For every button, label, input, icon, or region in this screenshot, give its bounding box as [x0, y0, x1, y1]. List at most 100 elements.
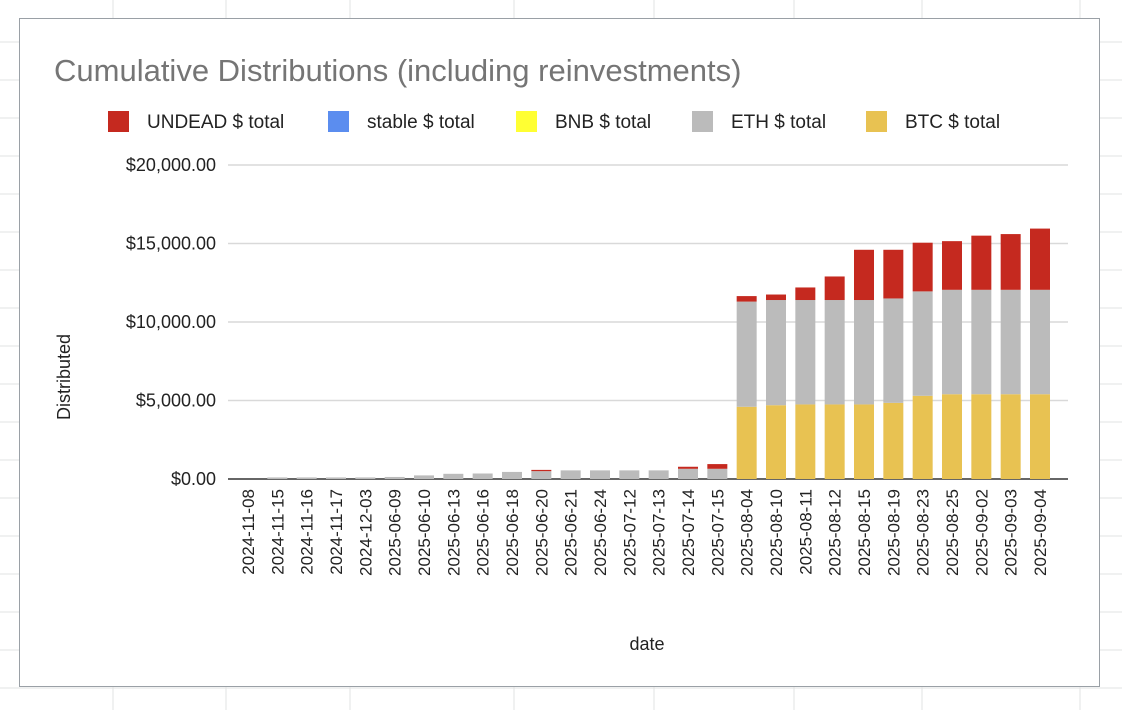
bar-stack-2025-06-13	[443, 473, 464, 479]
bar-btc-total-2025-08-23	[912, 395, 933, 479]
bar-eth-total-2024-11-17	[326, 477, 346, 479]
bar-eth-total-2025-06-21	[560, 470, 581, 479]
bar-eth-total-2025-08-10	[766, 300, 786, 406]
bar-stack-2025-08-11	[795, 287, 816, 479]
legend-item-btc-total[interactable]: BTC $ total	[866, 111, 1000, 133]
x-tick-label: 2025-08-19	[884, 489, 903, 576]
legend-label: UNDEAD $ total	[147, 112, 284, 133]
x-tick-label: 2025-06-24	[591, 489, 610, 576]
bar-btc-total-2025-08-19	[883, 402, 904, 479]
x-tick-label: 2025-06-20	[532, 489, 551, 576]
bar-undead-total-2025-08-25	[942, 241, 962, 290]
x-axis-title: date	[629, 634, 664, 654]
bar-stack-2025-08-12	[824, 276, 845, 479]
x-tick-label: 2025-07-14	[679, 489, 698, 576]
bar-eth-total-2024-11-15	[267, 477, 288, 479]
chart-legend: UNDEAD $ total stable $ total BNB $ total E…	[108, 111, 1000, 133]
bar-stacks	[267, 228, 1050, 479]
x-tick-label: 2025-06-09	[386, 489, 405, 576]
bar-stack-2025-08-23	[912, 242, 933, 479]
bar-eth-total-2025-07-12	[619, 470, 640, 479]
bar-undead-total-2025-08-12	[824, 276, 845, 301]
bar-stack-2025-06-18	[502, 471, 522, 479]
bar-eth-total-2025-06-24	[590, 470, 610, 479]
x-tick-label: 2025-06-16	[474, 489, 493, 576]
bar-stack-2025-06-24	[590, 470, 610, 479]
bar-eth-total-2025-06-18	[502, 471, 522, 479]
x-tick-label: 2025-06-18	[503, 489, 522, 576]
bar-stack-2025-09-03	[1000, 234, 1021, 479]
y-tick-label: $0.00	[171, 469, 216, 489]
bar-stack-2025-07-15	[707, 464, 728, 479]
y-tick-label: $20,000.00	[126, 155, 216, 175]
bar-undead-total-2025-08-23	[912, 242, 933, 292]
x-tick-label: 2025-07-12	[620, 489, 639, 576]
x-tick-label: 2025-08-04	[738, 489, 757, 576]
bar-eth-total-2025-06-13	[443, 473, 464, 479]
bar-stack-2025-06-16	[472, 473, 493, 479]
bar-stack-2025-09-04	[1030, 228, 1050, 479]
bar-btc-total-2025-08-25	[942, 394, 962, 479]
bar-undead-total-2025-08-11	[795, 287, 816, 301]
bar-stack-2025-06-20	[531, 469, 552, 479]
x-tick-label: 2025-08-10	[767, 489, 786, 576]
legend-label: stable $ total	[367, 112, 475, 133]
bar-eth-total-2025-06-20	[531, 471, 552, 479]
bar-stack-2025-06-09	[384, 476, 405, 479]
bar-eth-total-2024-11-16	[296, 477, 317, 479]
bar-btc-total-2025-08-10	[766, 405, 786, 479]
bar-stack-2025-07-14	[678, 466, 698, 479]
bar-stack-2025-08-10	[766, 294, 786, 479]
bar-undead-total-2025-07-15	[707, 464, 728, 469]
bar-undead-total-2025-08-19	[883, 249, 904, 299]
x-tick-label: 2024-11-15	[268, 489, 287, 575]
legend-item-stable-total[interactable]: stable $ total	[328, 111, 475, 133]
bar-eth-total-2025-07-15	[707, 468, 728, 479]
legend-label: ETH $ total	[731, 112, 826, 133]
bar-stack-2025-08-04	[736, 296, 757, 479]
bar-stack-2025-06-10	[414, 475, 434, 479]
x-tick-label: 2025-08-11	[796, 489, 815, 575]
bar-eth-total-2025-09-03	[1000, 289, 1021, 395]
x-axis-ticks: 2024-11-08 2024-11-15 2024-11-16 2024-11-17…	[239, 489, 1050, 576]
bar-eth-total-2025-08-12	[824, 300, 845, 405]
legend-item-eth-total[interactable]: ETH $ total	[692, 111, 826, 133]
bar-stack-2024-11-16	[296, 477, 317, 479]
y-axis-title: Distributed	[54, 334, 74, 420]
bar-stack-2025-09-02	[971, 235, 992, 479]
legend-swatch	[108, 111, 129, 132]
bar-btc-total-2025-08-12	[824, 404, 845, 479]
bar-eth-total-2025-08-25	[942, 289, 962, 395]
x-tick-label: 2025-06-10	[415, 489, 434, 576]
x-tick-label: 2025-06-21	[562, 489, 581, 576]
bar-undead-total-2025-08-15	[854, 249, 874, 301]
x-tick-label: 2025-09-03	[1002, 489, 1021, 576]
bar-stack-2025-08-25	[942, 241, 962, 479]
bar-stack-2025-07-13	[648, 470, 669, 479]
bar-eth-total-2025-08-15	[854, 300, 874, 405]
bar-undead-total-2025-07-14	[678, 466, 698, 469]
legend-swatch	[866, 111, 887, 132]
bar-undead-total-2025-09-04	[1030, 228, 1050, 290]
bar-eth-total-2025-07-13	[648, 470, 669, 479]
bar-eth-total-2025-08-19	[883, 298, 904, 403]
bar-stack-2024-11-17	[326, 477, 346, 479]
bar-eth-total-2025-06-09	[384, 476, 405, 479]
legend-item-bnb-total[interactable]: BNB $ total	[516, 111, 651, 133]
x-tick-label: 2024-11-16	[298, 489, 317, 575]
x-tick-label: 2024-11-17	[327, 489, 346, 575]
bar-eth-total-2025-06-10	[414, 475, 434, 479]
bar-eth-total-2024-12-03	[355, 477, 376, 479]
y-tick-label: $5,000.00	[136, 391, 216, 411]
legend-swatch	[516, 111, 537, 132]
x-tick-label: 2025-06-13	[444, 489, 463, 576]
x-tick-label: 2025-07-13	[650, 489, 669, 576]
bar-eth-total-2025-08-23	[912, 291, 933, 396]
bar-eth-total-2025-07-14	[678, 468, 698, 479]
bar-eth-total-2025-08-04	[736, 301, 757, 407]
x-tick-label: 2025-07-15	[708, 489, 727, 576]
bar-undead-total-2025-06-20	[531, 469, 552, 472]
bar-eth-total-2025-09-02	[971, 289, 992, 395]
legend-item-undead-total[interactable]: UNDEAD $ total	[108, 111, 284, 133]
